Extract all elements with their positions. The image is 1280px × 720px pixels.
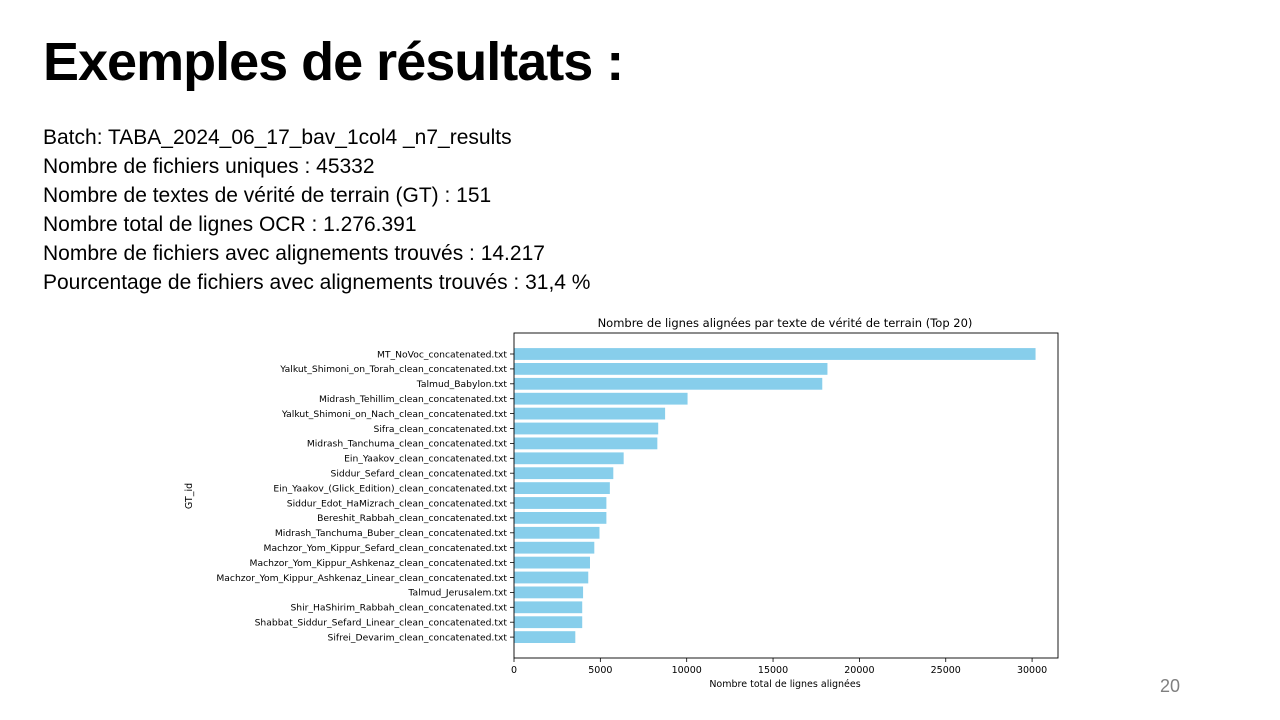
x-tick-label: 25000 [931, 665, 961, 676]
y-tick-label: Yalkut_Shimoni_on_Torah_clean_concatenat… [279, 364, 507, 375]
slide-title: Exemples de résultats : [43, 32, 624, 92]
bar [514, 631, 576, 643]
stat-gt-texts: Nombre de textes de vérité de terrain (G… [43, 184, 492, 207]
bar [514, 452, 624, 465]
y-tick-label: Shabbat_Siddur_Sefard_Linear_clean_conca… [255, 618, 508, 629]
x-tick-label: 0 [511, 665, 517, 676]
bar [514, 616, 583, 629]
y-tick-label: Midrash_Tanchuma_Buber_clean_concatenate… [275, 528, 508, 539]
y-tick-label: Sifrei_Devarim_clean_concatenated.txt [328, 632, 508, 643]
y-tick-label: Talmud_Jerusalem.txt [407, 588, 507, 599]
bar [514, 512, 607, 524]
y-tick-label: Sifra_clean_concatenated.txt [374, 424, 508, 435]
y-tick-label: Siddur_Edot_HaMizrach_clean_concatenated… [287, 498, 508, 509]
y-tick-label: Midrash_Tehillim_clean_concatenated.txt [319, 394, 507, 405]
bar [514, 541, 595, 554]
x-axis: 0 5000 10000 15000 20000 25000 30000 [511, 658, 1047, 676]
x-axis-label: Nombre total de lignes alignées [709, 679, 860, 690]
bar [514, 363, 828, 375]
bar [514, 526, 600, 539]
y-tick-label: Talmud_Babylon.txt [416, 379, 508, 390]
chart-title: Nombre de lignes alignées par texte de v… [598, 316, 973, 330]
y-tick-label: Midrash_Tanchuma_clean_concatenated.txt [307, 439, 508, 450]
y-tick-label: Machzor_Yom_Kippur_Ashkenaz_clean_concat… [250, 558, 508, 569]
bar [514, 497, 607, 509]
bar-chart: Nombre de lignes alignées par texte de v… [184, 316, 1059, 690]
y-tick-label: Bereshit_Rabbah_clean_concatenated.txt [317, 513, 507, 524]
bar [514, 556, 590, 569]
bar [514, 407, 666, 420]
stat-aligned-files: Nombre de fichiers avec alignements trou… [43, 242, 545, 265]
bar [514, 377, 823, 390]
y-tick-label: Ein_Yaakov_(Glick_Edition)_clean_concate… [273, 483, 507, 494]
bars-group [514, 348, 1036, 643]
stats-list: Batch: TABA_2024_06_17_bav_1col4 _n7_res… [43, 123, 590, 297]
stat-ocr-lines: Nombre total de lignes OCR : 1.276.391 [43, 213, 417, 236]
page-number: 20 [1160, 676, 1181, 696]
bar [514, 571, 589, 584]
stat-batch: Batch: TABA_2024_06_17_bav_1col4 _n7_res… [43, 126, 512, 149]
y-tick-label: Machzor_Yom_Kippur_Ashkenaz_Linear_clean… [216, 573, 507, 584]
y-tick-label: Ein_Yaakov_clean_concatenated.txt [344, 454, 507, 465]
y-tick-label: Machzor_Yom_Kippur_Sefard_clean_concaten… [264, 543, 508, 554]
x-tick-label: 30000 [1017, 665, 1047, 676]
y-tick-label: MT_NoVoc_concatenated.txt [377, 349, 507, 360]
bar [514, 482, 610, 494]
bar [514, 422, 659, 435]
bar [514, 601, 583, 614]
bar [514, 437, 658, 450]
x-tick-label: 10000 [672, 665, 702, 676]
y-axis-label: GT_id [184, 483, 195, 509]
bar [514, 586, 584, 599]
x-tick-label: 15000 [758, 665, 788, 676]
y-tick-label: Yalkut_Shimoni_on_Nach_clean_concatenate… [281, 409, 508, 420]
x-tick-label: 5000 [588, 665, 612, 676]
stat-unique-files: Nombre de fichiers uniques : 45332 [43, 155, 375, 178]
bar [514, 392, 688, 405]
y-tick-label: Siddur_Sefard_clean_concatenated.txt [331, 469, 508, 480]
stat-aligned-percentage: Pourcentage de fichiers avec alignements… [43, 271, 591, 294]
x-tick-label: 20000 [844, 665, 874, 676]
bar [514, 467, 614, 480]
plot-frame [513, 332, 1059, 659]
bar [514, 348, 1036, 360]
y-tick-label: Shir_HaShirim_Rabbah_clean_concatenated.… [290, 603, 507, 614]
y-tick-labels: MT_NoVoc_concatenated.txt Yalkut_Shimoni_… [216, 349, 514, 643]
